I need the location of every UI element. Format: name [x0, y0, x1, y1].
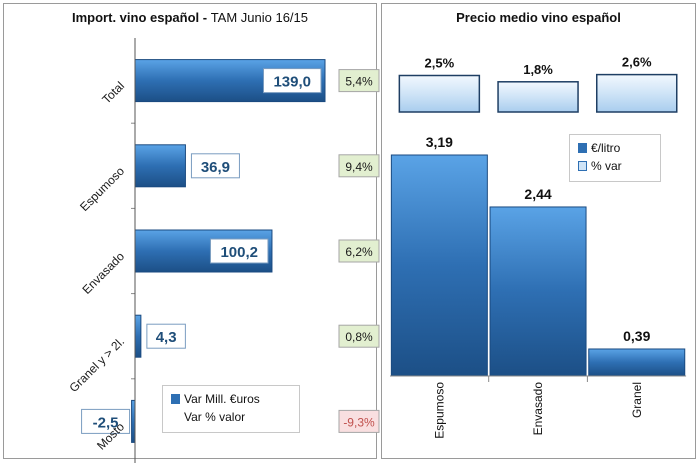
- value-label-mosto: -2,5: [93, 414, 119, 431]
- left-chart-title: Import. vino español - TAM Junio 16/15: [72, 10, 308, 25]
- right-chart-panel: Precio medio vino español 3,19 2,5% Espumo…: [381, 3, 696, 459]
- legend-label-eur-litro: €/litro: [591, 141, 621, 155]
- legend-label-var-mill: Var Mill. €uros: [184, 392, 260, 406]
- left-chart-panel: Import. vino español - TAM Junio 16/15 1…: [3, 3, 380, 463]
- left-chart-subtitle: TAM Junio 16/15: [210, 10, 308, 25]
- category-label-total: Total: [99, 79, 127, 107]
- price-bar-espumoso: [390, 154, 488, 377]
- category-label-granel: Granel: [630, 382, 644, 418]
- right-chart-legend: €/litro % var: [569, 134, 661, 182]
- legend-item-pct-var: % var: [578, 157, 652, 175]
- category-label-espumoso: Espumoso: [77, 164, 127, 214]
- pct-box-granel-y-2l: [338, 324, 380, 348]
- value-label-granel-y-2l: 4,3: [156, 329, 177, 346]
- pct-box-total: [338, 69, 380, 93]
- price-bar-envasado: [489, 206, 587, 377]
- bar-granel-y-2l: [134, 314, 142, 358]
- legend-label-pct-var: % var: [591, 159, 622, 173]
- price-label-envasado: 2,44: [524, 186, 551, 202]
- value-label-box-total: [263, 68, 322, 94]
- legend-item-var-pct: Var % valor: [171, 408, 291, 426]
- category-label-granel-y-2l: Granel y > 2l.: [67, 334, 128, 395]
- left-chart-svg: 139,0 5,4% Total 36,9 9,4% Espumoso 100,2 6,2% E…: [67, 38, 380, 463]
- pct-box-mosto: [338, 409, 380, 433]
- legend-swatch-var: [578, 161, 587, 171]
- pct-box-envasado: [338, 239, 380, 263]
- var-label-granel: 2,6%: [622, 55, 652, 70]
- bar-espumoso: [134, 144, 186, 188]
- var-label-envasado: 1,8%: [523, 62, 553, 77]
- category-label-envasado: Envasado: [79, 249, 127, 297]
- value-label-envasado: 100,2: [220, 244, 258, 261]
- legend-swatch-none: [171, 412, 180, 422]
- bar-mosto: [131, 399, 136, 443]
- legend-item-var-mill: Var Mill. €uros: [171, 390, 291, 408]
- price-label-granel: 0,39: [623, 328, 650, 344]
- pct-label-mosto: -9,3%: [343, 415, 375, 429]
- pct-label-envasado: 6,2%: [345, 245, 373, 259]
- left-chart-legend: Var Mill. €uros Var % valor: [162, 385, 300, 433]
- legend-swatch-price: [578, 143, 587, 153]
- var-box-espumoso: [398, 74, 481, 113]
- right-chart-title: Precio medio vino español: [456, 10, 621, 25]
- legend-label-var-pct: Var % valor: [184, 410, 246, 424]
- var-box-granel: [596, 73, 678, 113]
- value-label-espumoso: 36,9: [201, 159, 230, 176]
- value-label-total: 139,0: [273, 74, 311, 91]
- var-box-envasado: [497, 81, 579, 113]
- category-label-envasado: Envasado: [531, 382, 545, 436]
- var-label-espumoso: 2,5%: [425, 56, 455, 71]
- left-chart-title-main: Import. vino español: [72, 10, 200, 25]
- value-label-box-granel-y-2l: [146, 323, 186, 349]
- pct-label-granel-y-2l: 0,8%: [345, 330, 373, 344]
- legend-item-eur-litro: €/litro: [578, 139, 652, 157]
- legend-swatch-bar: [171, 394, 180, 404]
- price-bar-granel: [588, 348, 686, 377]
- value-label-box-espumoso: [190, 153, 240, 179]
- value-label-box-envasado: [209, 238, 269, 264]
- pct-box-espumoso: [338, 154, 380, 178]
- pct-label-espumoso: 9,4%: [345, 160, 373, 174]
- pct-label-total: 5,4%: [345, 75, 373, 89]
- right-chart-svg: 3,19 2,5% Espumoso 2,44 1,8% Envasado 0,39 2,6%…: [390, 55, 687, 439]
- value-label-box-mosto: [81, 408, 131, 434]
- price-label-espumoso: 3,19: [426, 134, 453, 150]
- category-label-espumoso: Espumoso: [432, 382, 446, 439]
